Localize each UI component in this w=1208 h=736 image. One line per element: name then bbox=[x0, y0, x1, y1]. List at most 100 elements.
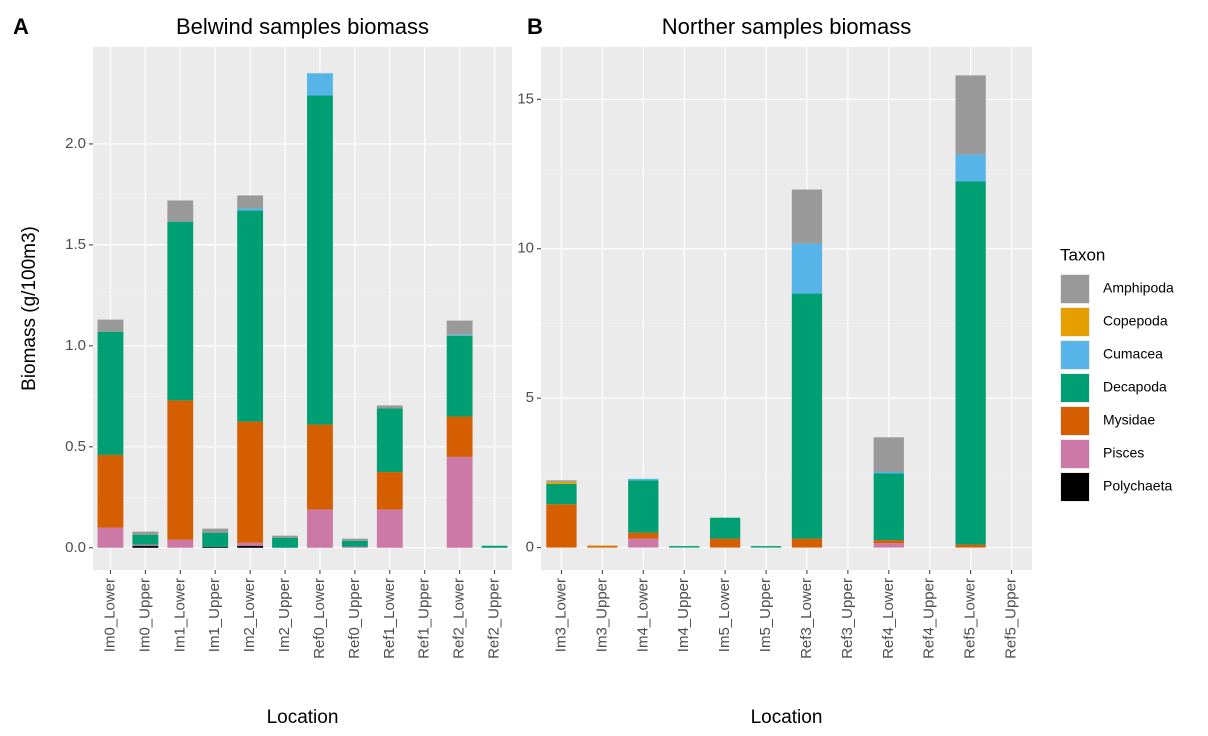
bar-segment bbox=[307, 73, 333, 96]
bar-segment bbox=[873, 543, 904, 548]
x-tick-label: Ref2_Lower bbox=[451, 578, 468, 659]
legend-swatch bbox=[1061, 473, 1089, 501]
bar-segment bbox=[307, 509, 333, 548]
bar-segment bbox=[873, 473, 904, 541]
x-tick-label: Im3_Upper bbox=[593, 578, 610, 652]
bar-segment bbox=[446, 320, 473, 335]
x-axis-label: Location bbox=[751, 707, 823, 728]
bar-segment bbox=[750, 546, 782, 548]
plot-background bbox=[93, 47, 512, 570]
legend-label: Pisces bbox=[1103, 445, 1144, 461]
bar-segment bbox=[272, 535, 298, 538]
x-tick-label: Ref2_Upper bbox=[486, 578, 503, 659]
bar-segment bbox=[546, 504, 577, 548]
y-tick-label: 1.0 bbox=[65, 337, 86, 354]
bar-segment bbox=[446, 456, 473, 548]
bar-segment bbox=[132, 534, 159, 545]
legend-swatch bbox=[1061, 440, 1089, 468]
bar-segment bbox=[669, 546, 700, 548]
bar-segment bbox=[167, 221, 194, 401]
legend-label: Cumacea bbox=[1103, 346, 1163, 362]
bar-segment bbox=[955, 75, 986, 155]
bar-segment bbox=[167, 200, 194, 222]
x-tick-label: Im1_Upper bbox=[206, 578, 223, 652]
plot-background bbox=[541, 47, 1032, 570]
x-tick-label: Im5_Upper bbox=[757, 578, 774, 652]
y-tick-label: 10 bbox=[517, 240, 534, 257]
x-tick-label: Ref5_Upper bbox=[1003, 578, 1020, 659]
bar-segment bbox=[97, 331, 124, 455]
x-tick-label: Ref1_Lower bbox=[381, 578, 398, 659]
bar-segment bbox=[237, 210, 264, 422]
x-tick-label: Ref4_Upper bbox=[921, 578, 938, 659]
y-tick-label: 15 bbox=[517, 90, 534, 107]
bar-segment bbox=[791, 189, 823, 244]
y-tick-label: 5 bbox=[526, 389, 534, 406]
x-tick-label: Im4_Lower bbox=[634, 578, 651, 652]
bar-segment bbox=[237, 545, 264, 548]
bar-segment bbox=[546, 483, 577, 505]
bar-segment bbox=[237, 542, 264, 546]
y-tick-label: 0.0 bbox=[65, 539, 86, 556]
bar-segment bbox=[97, 527, 124, 548]
bar-segment bbox=[546, 480, 577, 482]
bar-segment bbox=[132, 544, 159, 546]
bar-segment bbox=[237, 208, 264, 211]
x-tick-label: Im0_Lower bbox=[101, 578, 118, 652]
bar-segment bbox=[955, 544, 986, 548]
x-tick-label: Ref5_Lower bbox=[962, 578, 979, 659]
x-tick-label: Ref4_Lower bbox=[880, 578, 897, 659]
x-tick-label: Ref3_Upper bbox=[839, 578, 856, 659]
bar-segment bbox=[446, 416, 473, 457]
bar-segment bbox=[481, 545, 508, 548]
bar-segment bbox=[955, 181, 986, 545]
bar-segment bbox=[628, 532, 659, 539]
bar-segment bbox=[955, 154, 986, 182]
x-axis-label: Location bbox=[267, 707, 339, 728]
bar-segment bbox=[202, 532, 229, 547]
legend-label: Decapoda bbox=[1103, 379, 1167, 395]
x-tick-label: Ref0_Upper bbox=[346, 578, 363, 659]
bar-segment bbox=[97, 454, 124, 528]
bar-segment bbox=[628, 538, 659, 548]
bar-segment bbox=[791, 293, 823, 539]
x-tick-label: Ref1_Upper bbox=[416, 578, 433, 659]
x-tick-label: Im2_Lower bbox=[241, 578, 258, 652]
bar-segment bbox=[709, 517, 741, 539]
bar-segment bbox=[546, 481, 577, 484]
legend-title: Taxon bbox=[1060, 245, 1105, 264]
bar-segment bbox=[202, 546, 229, 548]
legend-label: Polychaeta bbox=[1103, 478, 1172, 494]
legend-label: Amphipoda bbox=[1103, 280, 1174, 296]
legend-label: Copepoda bbox=[1103, 313, 1168, 329]
panel-label: B bbox=[527, 14, 543, 39]
y-tick-label: 0.5 bbox=[65, 438, 86, 455]
x-tick-label: Im0_Upper bbox=[136, 578, 153, 652]
y-axis-label: Biomass (g/100m3) bbox=[19, 226, 40, 391]
y-tick-label: 2.0 bbox=[65, 135, 86, 152]
bar-segment bbox=[376, 405, 403, 409]
bar-segment bbox=[791, 243, 823, 294]
bar-segment bbox=[307, 95, 333, 425]
bar-segment bbox=[709, 538, 741, 548]
bar-segment bbox=[202, 528, 229, 533]
y-tick-label: 1.5 bbox=[65, 236, 86, 253]
bar-segment bbox=[628, 478, 659, 481]
x-tick-label: Im4_Upper bbox=[675, 578, 692, 652]
bar-segment bbox=[341, 538, 368, 541]
y-tick-label: 0 bbox=[526, 539, 534, 556]
x-tick-label: Ref0_Lower bbox=[311, 578, 328, 659]
x-tick-label: Ref3_Lower bbox=[798, 578, 815, 659]
x-tick-label: Im2_Upper bbox=[276, 578, 293, 652]
bar-segment bbox=[628, 480, 659, 533]
bar-segment bbox=[167, 400, 194, 540]
legend-label: Mysidae bbox=[1103, 412, 1155, 428]
bar-segment bbox=[446, 335, 473, 417]
bar-segment bbox=[376, 408, 403, 473]
legend-swatch bbox=[1061, 341, 1089, 369]
bar-segment bbox=[237, 421, 264, 543]
legend-swatch bbox=[1061, 275, 1089, 303]
panel-label: A bbox=[13, 14, 29, 39]
x-tick-label: Im5_Lower bbox=[716, 578, 733, 652]
